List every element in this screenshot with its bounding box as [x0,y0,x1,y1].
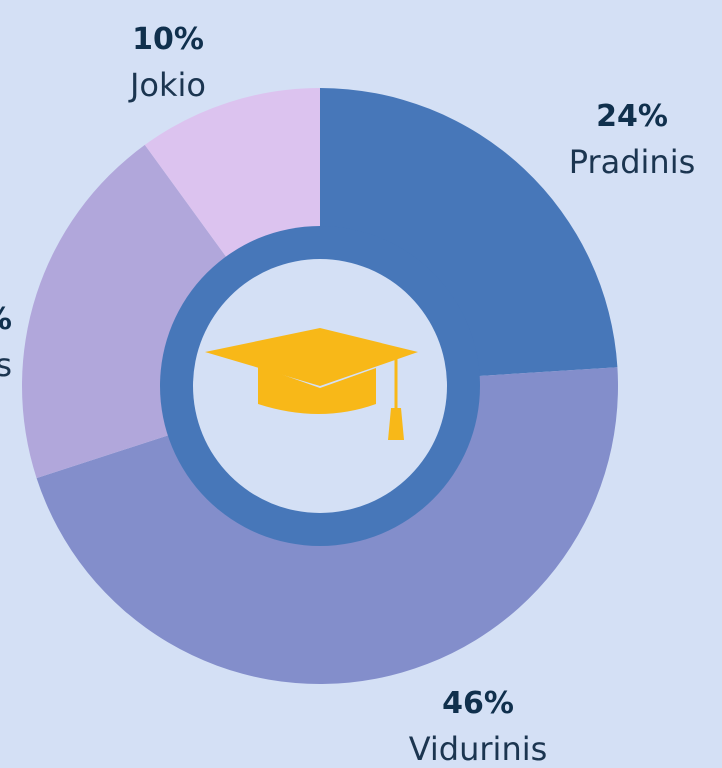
category-label: Pradinis [569,143,696,181]
percent-label: 46% [442,686,514,721]
percent-label: 20% [0,302,12,337]
graduation-cap-icon [205,328,418,440]
slice [320,88,618,377]
percent-label: 24% [596,99,668,134]
labels: 24% Pradinis 46% Vidurinis 20% Aukštasis 10% Jo… [0,22,695,768]
category-label: Jokio [128,66,206,104]
slice [22,144,232,479]
category-label: Vidurinis [409,730,548,768]
category-label: Aukštasis [0,346,12,384]
slice [144,88,320,265]
percent-label: 10% [132,22,204,57]
